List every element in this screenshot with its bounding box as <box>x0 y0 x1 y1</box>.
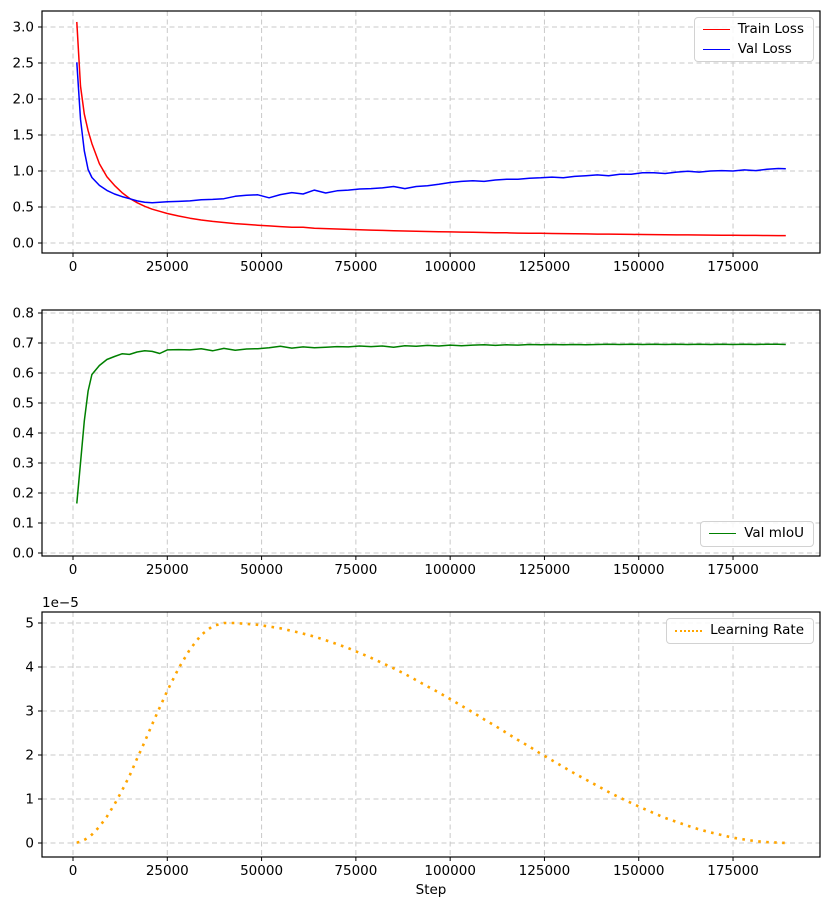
svg-text:0.7: 0.7 <box>13 336 34 352</box>
legend-item-learning-rate: Learning Rate <box>675 622 804 638</box>
svg-text:2: 2 <box>25 748 34 764</box>
svg-text:100000: 100000 <box>424 562 476 578</box>
svg-text:Step: Step <box>416 882 447 898</box>
svg-text:2.0: 2.0 <box>13 91 34 107</box>
svg-text:3.0: 3.0 <box>13 19 34 35</box>
svg-text:75000: 75000 <box>334 562 377 578</box>
svg-text:4: 4 <box>25 660 34 676</box>
svg-text:125000: 125000 <box>519 562 571 578</box>
svg-text:25000: 25000 <box>146 562 189 578</box>
svg-text:0.5: 0.5 <box>13 396 34 412</box>
svg-text:100000: 100000 <box>424 863 476 879</box>
svg-text:0.5: 0.5 <box>13 199 34 215</box>
svg-text:0.1: 0.1 <box>13 516 34 532</box>
svg-text:0.2: 0.2 <box>13 486 34 502</box>
svg-text:100000: 100000 <box>424 259 476 275</box>
svg-text:150000: 150000 <box>613 259 665 275</box>
svg-text:0.8: 0.8 <box>13 306 34 322</box>
svg-text:125000: 125000 <box>519 259 571 275</box>
svg-text:2.5: 2.5 <box>13 55 34 71</box>
svg-text:0.4: 0.4 <box>13 426 34 442</box>
svg-text:50000: 50000 <box>240 863 283 879</box>
svg-text:125000: 125000 <box>519 863 571 879</box>
svg-text:175000: 175000 <box>707 863 759 879</box>
svg-text:3: 3 <box>25 704 34 720</box>
svg-text:50000: 50000 <box>240 562 283 578</box>
legend-miou-chart: Val mIoU <box>700 521 814 547</box>
svg-text:5: 5 <box>25 616 34 632</box>
svg-text:0.0: 0.0 <box>13 235 34 251</box>
svg-text:1.5: 1.5 <box>13 127 34 143</box>
legend-item-train-loss: Train Loss <box>702 21 804 37</box>
legend-item-val-loss: Val Loss <box>702 40 804 57</box>
svg-text:150000: 150000 <box>613 562 665 578</box>
svg-text:0: 0 <box>69 259 78 275</box>
svg-text:50000: 50000 <box>240 259 283 275</box>
svg-text:150000: 150000 <box>613 863 665 879</box>
svg-text:75000: 75000 <box>334 863 377 879</box>
learning-rate-line-sample <box>675 629 703 632</box>
svg-text:0.6: 0.6 <box>13 366 34 382</box>
svg-text:175000: 175000 <box>707 259 759 275</box>
legend-item-val-miou: Val mIoU <box>709 525 804 541</box>
svg-text:1e−5: 1e−5 <box>42 595 79 611</box>
learning-rate-legend-label: Learning Rate <box>710 622 804 638</box>
svg-text:1.0: 1.0 <box>13 163 34 179</box>
svg-text:175000: 175000 <box>707 562 759 578</box>
svg-text:1: 1 <box>25 792 34 808</box>
svg-text:75000: 75000 <box>334 259 377 275</box>
svg-text:0: 0 <box>69 863 78 879</box>
val-miou-line-sample <box>709 533 737 535</box>
legend-lr-chart: Learning Rate <box>666 618 814 644</box>
svg-text:25000: 25000 <box>146 259 189 275</box>
svg-text:0: 0 <box>69 562 78 578</box>
svg-text:0.0: 0.0 <box>13 546 34 562</box>
val-miou-legend-label: Val mIoU <box>744 525 804 541</box>
svg-text:25000: 25000 <box>146 863 189 879</box>
train-loss-line-sample <box>702 29 730 31</box>
legend-loss-chart: Train Loss Val Loss <box>693 17 814 62</box>
train-loss-legend-label: Train Loss <box>737 21 804 37</box>
val-loss-legend-label: Val Loss <box>737 40 792 57</box>
val-loss-line-sample <box>702 48 730 50</box>
svg-text:0: 0 <box>25 836 34 852</box>
svg-text:0.3: 0.3 <box>13 456 34 472</box>
